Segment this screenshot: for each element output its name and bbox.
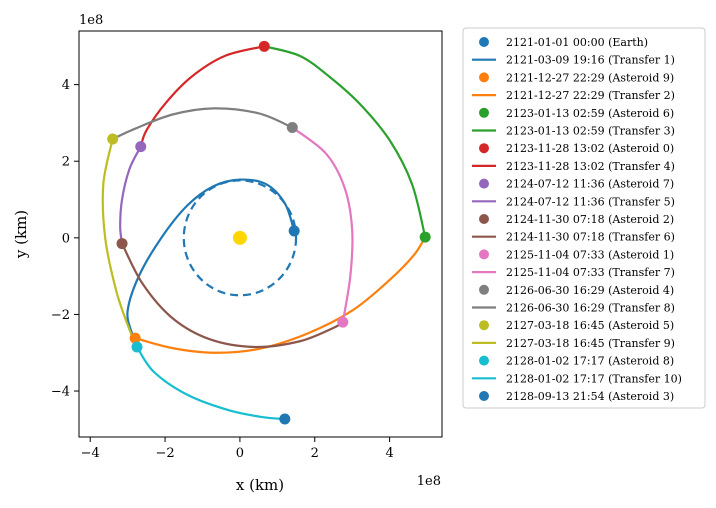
transfer-line: [263, 45, 427, 238]
legend-label: 2125-11-04 07:33 (Asteroid 1): [506, 248, 674, 261]
legend-label: 2123-01-13 02:59 (Asteroid 6): [506, 107, 674, 120]
x-tick-label: 2: [311, 446, 319, 461]
legend-entry: 2124-07-12 11:36 (Asteroid 7): [479, 178, 674, 191]
y-tick-label: −4: [51, 385, 70, 400]
legend-entry: 2121-03-09 19:16 (Transfer 1): [472, 54, 675, 67]
legend-label: 2124-11-30 07:18 (Transfer 6): [506, 231, 675, 244]
legend-marker: [479, 37, 489, 47]
y-multiplier: 1e8: [79, 13, 103, 28]
x-tick-label: 4: [385, 446, 393, 461]
legend-entry: 2121-12-27 22:29 (Asteroid 9): [479, 71, 674, 84]
legend-items: 2121-01-01 00:00 (Earth) 2121-03-09 19:16…: [472, 36, 682, 403]
transfer-line: [136, 346, 285, 421]
body-marker: [279, 413, 291, 425]
legend-marker: [479, 178, 489, 189]
legend-label: 2121-12-27 22:29 (Asteroid 9): [506, 71, 674, 84]
legend-entry: 2124-07-12 11:36 (Transfer 5): [472, 195, 675, 208]
legend-entry: 2124-11-30 07:18 (Asteroid 2): [479, 213, 674, 226]
y-tick-label: −2: [51, 308, 70, 323]
body-marker: [129, 332, 141, 344]
legend-label: 2127-03-18 16:45 (Transfer 9): [506, 337, 675, 350]
legend-label: 2121-12-27 22:29 (Transfer 2): [506, 89, 675, 102]
body-marker: [337, 316, 349, 328]
legend-entry: 2126-06-30 16:29 (Transfer 8): [472, 302, 675, 315]
body-marker: [131, 341, 143, 353]
legend-label: 2123-01-13 02:59 (Transfer 3): [506, 125, 675, 138]
legend-entry: 2125-11-04 07:33 (Transfer 7): [472, 266, 675, 279]
legend-label: 2123-11-28 13:02 (Asteroid 0): [506, 142, 674, 155]
transfer-line: [126, 178, 296, 339]
legend-marker: [479, 355, 489, 366]
legend-marker: [479, 391, 489, 401]
legend-entry: 2126-06-30 16:29 (Asteroid 4): [479, 284, 674, 297]
legend-label: 2128-01-02 17:17 (Asteroid 8): [506, 355, 674, 368]
legend-label: 2125-11-04 07:33 (Transfer 7): [506, 266, 675, 279]
legend-entry: 2125-11-04 07:33 (Asteroid 1): [479, 248, 674, 261]
axes-layer: −4 −2 0 2 4 −4 −2 0 2 4: [51, 78, 394, 461]
body-marker: [135, 141, 147, 153]
legend-label: 2124-07-12 11:36 (Transfer 5): [506, 195, 675, 208]
transfer-line: [101, 138, 139, 348]
legend-entry: 2127-03-18 16:45 (Asteroid 5): [479, 319, 674, 332]
legend-entry: 2128-09-13 21:54 (Asteroid 3): [479, 390, 674, 403]
body-marker: [107, 133, 119, 145]
legend-entry: 2124-11-30 07:18 (Transfer 6): [472, 231, 675, 244]
legend-entry: 2121-12-27 22:29 (Transfer 2): [472, 89, 675, 102]
legend-frame: [462, 27, 706, 409]
legend-marker: [479, 249, 489, 260]
legend-label: 2128-01-02 17:17 (Transfer 10): [506, 372, 682, 385]
legend-label: 2126-06-30 16:29 (Transfer 8): [506, 302, 675, 315]
body-marker: [419, 231, 431, 243]
legend-entry: 2128-01-02 17:17 (Transfer 10): [472, 372, 682, 385]
legend-marker: [479, 214, 489, 224]
legend-label: 2124-11-30 07:18 (Asteroid 2): [506, 213, 674, 226]
body-marker: [258, 40, 270, 52]
legend-marker: [479, 143, 489, 154]
legend-marker: [479, 72, 489, 83]
plot-layer: [101, 40, 431, 425]
body-marker: [288, 225, 300, 237]
x-axis-label: x (km): [236, 476, 284, 494]
sun-marker: [232, 230, 247, 245]
y-tick-label: 4: [62, 78, 70, 93]
transfer-line: [119, 146, 142, 244]
legend-label: 2127-03-18 16:45 (Asteroid 5): [506, 319, 674, 332]
transfer-line: [291, 126, 354, 323]
transfer-line: [121, 243, 344, 349]
transfer-line: [139, 45, 265, 148]
legend-label: 2124-07-12 11:36 (Asteroid 7): [506, 178, 674, 191]
y-tick-label: 2: [62, 155, 70, 170]
plot-frame: [78, 30, 443, 438]
body-marker: [286, 122, 298, 134]
legend-entry: 2127-03-18 16:45 (Transfer 9): [472, 337, 675, 350]
y-tick-label: 0: [62, 231, 70, 246]
y-axis-label: y (km): [12, 210, 30, 259]
legend-entry: 2123-11-28 13:02 (Transfer 4): [472, 160, 675, 173]
legend-entry: 2123-01-13 02:59 (Asteroid 6): [479, 107, 674, 120]
transfer-line: [134, 236, 427, 354]
x-tick-label: −4: [81, 446, 100, 461]
legend-label: 2126-06-30 16:29 (Asteroid 4): [506, 284, 674, 297]
legend-marker: [479, 320, 489, 331]
legend-entry: 2128-01-02 17:17 (Asteroid 8): [479, 355, 674, 368]
legend: 2121-01-01 00:00 (Earth) 2121-03-09 19:16…: [462, 27, 706, 409]
transfer-line: [112, 107, 293, 141]
x-tick-label: −2: [155, 446, 174, 461]
legend-entry: 2121-01-01 00:00 (Earth): [479, 36, 648, 49]
legend-label: 2128-09-13 21:54 (Asteroid 3): [506, 390, 674, 403]
legend-label: 2121-03-09 19:16 (Transfer 1): [506, 54, 675, 67]
x-multiplier: 1e8: [417, 474, 441, 489]
legend-label: 2123-11-28 13:02 (Transfer 4): [506, 160, 675, 173]
legend-marker: [479, 107, 489, 118]
legend-entry: 2123-01-13 02:59 (Transfer 3): [472, 125, 675, 138]
body-marker: [116, 238, 128, 250]
legend-entry: 2123-11-28 13:02 (Asteroid 0): [479, 142, 674, 155]
legend-marker: [479, 284, 489, 295]
legend-label: 2121-01-01 00:00 (Earth): [506, 36, 648, 49]
x-tick-label: 0: [236, 446, 244, 461]
